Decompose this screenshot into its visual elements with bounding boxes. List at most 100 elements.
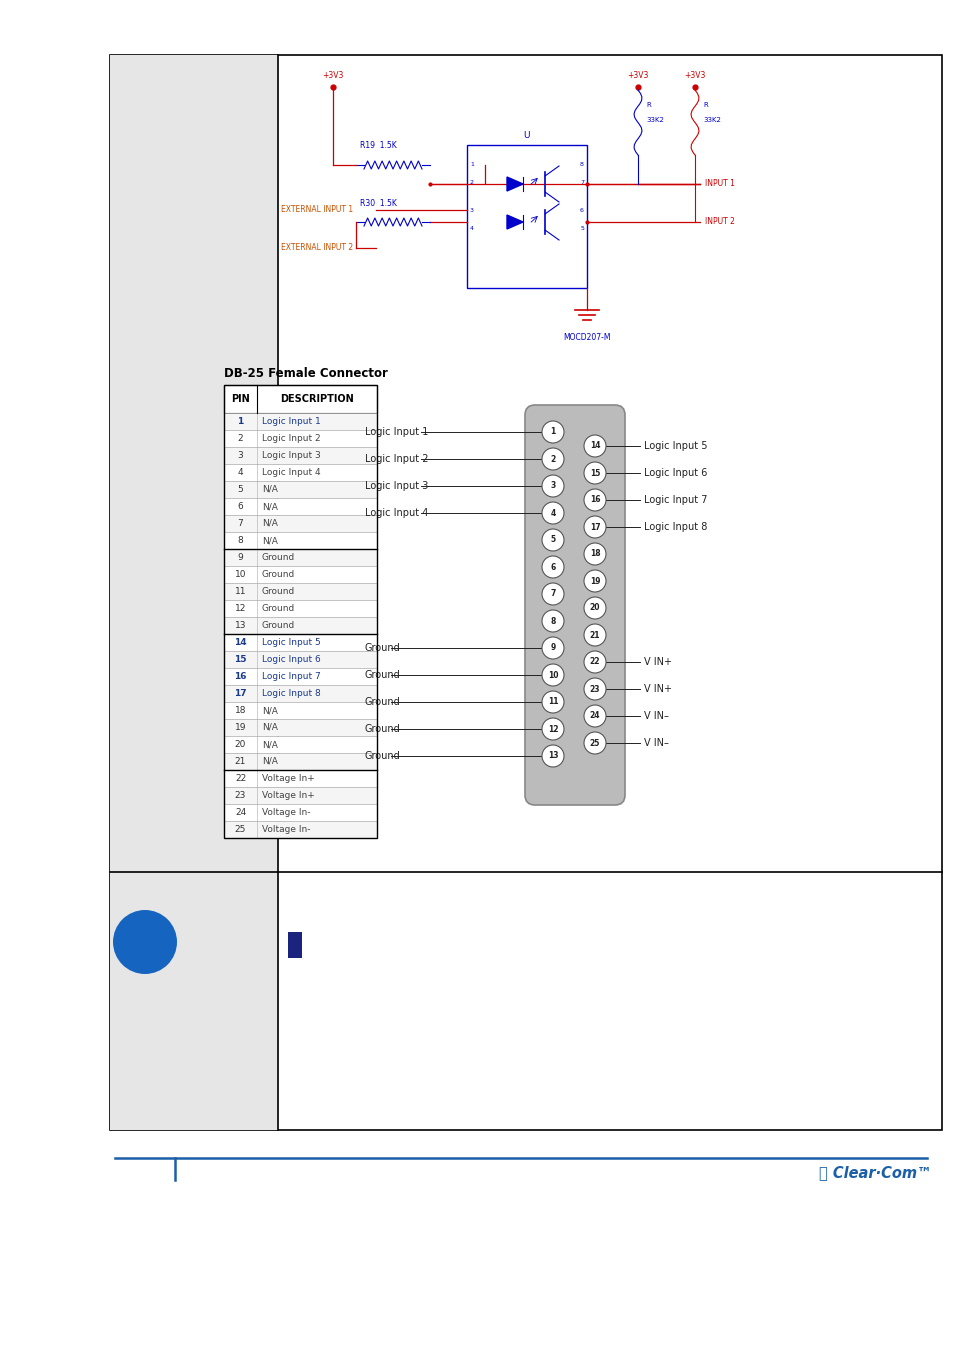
Text: 4: 4	[237, 468, 243, 477]
Text: 25: 25	[234, 825, 246, 834]
Text: Ground: Ground	[365, 751, 400, 761]
Text: +3V3: +3V3	[322, 72, 343, 80]
Text: Ⓒ Clear·Com™: Ⓒ Clear·Com™	[819, 1165, 931, 1180]
Circle shape	[541, 556, 563, 578]
FancyBboxPatch shape	[224, 413, 376, 431]
FancyBboxPatch shape	[288, 931, 302, 958]
Text: 8: 8	[579, 162, 583, 167]
FancyBboxPatch shape	[224, 651, 376, 668]
FancyBboxPatch shape	[224, 583, 376, 599]
Text: 6: 6	[550, 563, 555, 571]
FancyBboxPatch shape	[224, 753, 376, 769]
Text: Ground: Ground	[262, 570, 294, 579]
Text: N/A: N/A	[262, 485, 277, 494]
Text: 15: 15	[234, 655, 247, 664]
Text: Logic Input 3: Logic Input 3	[365, 481, 428, 491]
Text: Logic Input 3: Logic Input 3	[262, 451, 320, 460]
Text: PIN: PIN	[231, 394, 250, 404]
Text: Logic Input 6: Logic Input 6	[262, 655, 320, 664]
Text: Logic Input 1: Logic Input 1	[365, 427, 428, 437]
Text: Ground: Ground	[262, 554, 294, 562]
Text: +3V3: +3V3	[683, 72, 705, 80]
Circle shape	[583, 624, 605, 647]
Circle shape	[583, 462, 605, 485]
Text: 13: 13	[234, 621, 246, 630]
Text: 2: 2	[550, 455, 555, 463]
Text: R: R	[702, 103, 707, 108]
Circle shape	[112, 910, 177, 973]
Text: Logic Input 4: Logic Input 4	[262, 468, 320, 477]
Text: 20: 20	[589, 603, 599, 613]
Text: R19  1.5K: R19 1.5K	[359, 140, 396, 150]
Text: 21: 21	[589, 630, 599, 640]
Text: Ground: Ground	[365, 697, 400, 707]
Text: EXTERNAL INPUT 2: EXTERNAL INPUT 2	[281, 243, 353, 252]
Circle shape	[541, 745, 563, 767]
Text: DB-25 Female Connector: DB-25 Female Connector	[224, 367, 388, 379]
Text: INPUT 1: INPUT 1	[704, 180, 734, 189]
FancyBboxPatch shape	[467, 144, 586, 288]
FancyBboxPatch shape	[224, 599, 376, 617]
Text: 12: 12	[234, 603, 246, 613]
Text: 2: 2	[470, 181, 474, 185]
Polygon shape	[506, 215, 522, 230]
Text: 24: 24	[234, 809, 246, 817]
FancyBboxPatch shape	[224, 634, 376, 651]
Circle shape	[541, 583, 563, 605]
Polygon shape	[506, 177, 522, 190]
Text: 8: 8	[550, 617, 555, 625]
Text: 14: 14	[589, 441, 599, 451]
Text: V IN–: V IN–	[643, 738, 668, 748]
FancyBboxPatch shape	[524, 405, 624, 805]
FancyBboxPatch shape	[224, 805, 376, 821]
Text: Logic Input 2: Logic Input 2	[262, 433, 320, 443]
Text: 17: 17	[589, 522, 599, 532]
Circle shape	[583, 651, 605, 674]
FancyBboxPatch shape	[224, 447, 376, 464]
Text: Voltage In+: Voltage In+	[262, 774, 314, 783]
Circle shape	[541, 475, 563, 497]
Text: 1: 1	[550, 428, 555, 436]
Text: 25: 25	[589, 738, 599, 748]
Text: 16: 16	[589, 495, 599, 505]
Circle shape	[541, 529, 563, 551]
Text: 18: 18	[589, 549, 599, 559]
Text: 11: 11	[547, 698, 558, 706]
FancyBboxPatch shape	[224, 431, 376, 447]
Text: 13: 13	[547, 752, 558, 760]
Text: Logic Input 7: Logic Input 7	[643, 495, 707, 505]
Text: 3: 3	[470, 208, 474, 213]
Text: N/A: N/A	[262, 518, 277, 528]
FancyBboxPatch shape	[224, 566, 376, 583]
Text: Voltage In-: Voltage In-	[262, 825, 310, 834]
Text: 6: 6	[237, 502, 243, 512]
FancyBboxPatch shape	[110, 872, 277, 1130]
Text: R30  1.5K: R30 1.5K	[359, 198, 396, 208]
Text: V IN–: V IN–	[643, 711, 668, 721]
Circle shape	[583, 516, 605, 539]
Text: Voltage In-: Voltage In-	[262, 809, 310, 817]
Text: N/A: N/A	[262, 757, 277, 765]
FancyBboxPatch shape	[110, 55, 277, 872]
Text: 10: 10	[234, 570, 246, 579]
Text: Logic Input 5: Logic Input 5	[643, 441, 707, 451]
Text: 1: 1	[237, 417, 243, 427]
Text: 4: 4	[470, 227, 474, 231]
Text: Ground: Ground	[262, 603, 294, 613]
Text: Ground: Ground	[365, 724, 400, 734]
Text: 9: 9	[237, 554, 243, 562]
Text: Logic Input 4: Logic Input 4	[365, 508, 428, 518]
Text: 15: 15	[589, 468, 599, 478]
Text: 5: 5	[237, 485, 243, 494]
Circle shape	[583, 489, 605, 512]
FancyBboxPatch shape	[224, 702, 376, 720]
FancyBboxPatch shape	[224, 668, 376, 684]
Text: 2: 2	[237, 433, 243, 443]
Text: N/A: N/A	[262, 706, 277, 716]
Text: 19: 19	[589, 576, 599, 586]
FancyBboxPatch shape	[224, 769, 376, 787]
Text: N/A: N/A	[262, 740, 277, 749]
Text: Ground: Ground	[365, 670, 400, 680]
FancyBboxPatch shape	[224, 481, 376, 498]
Text: 16: 16	[234, 672, 247, 680]
